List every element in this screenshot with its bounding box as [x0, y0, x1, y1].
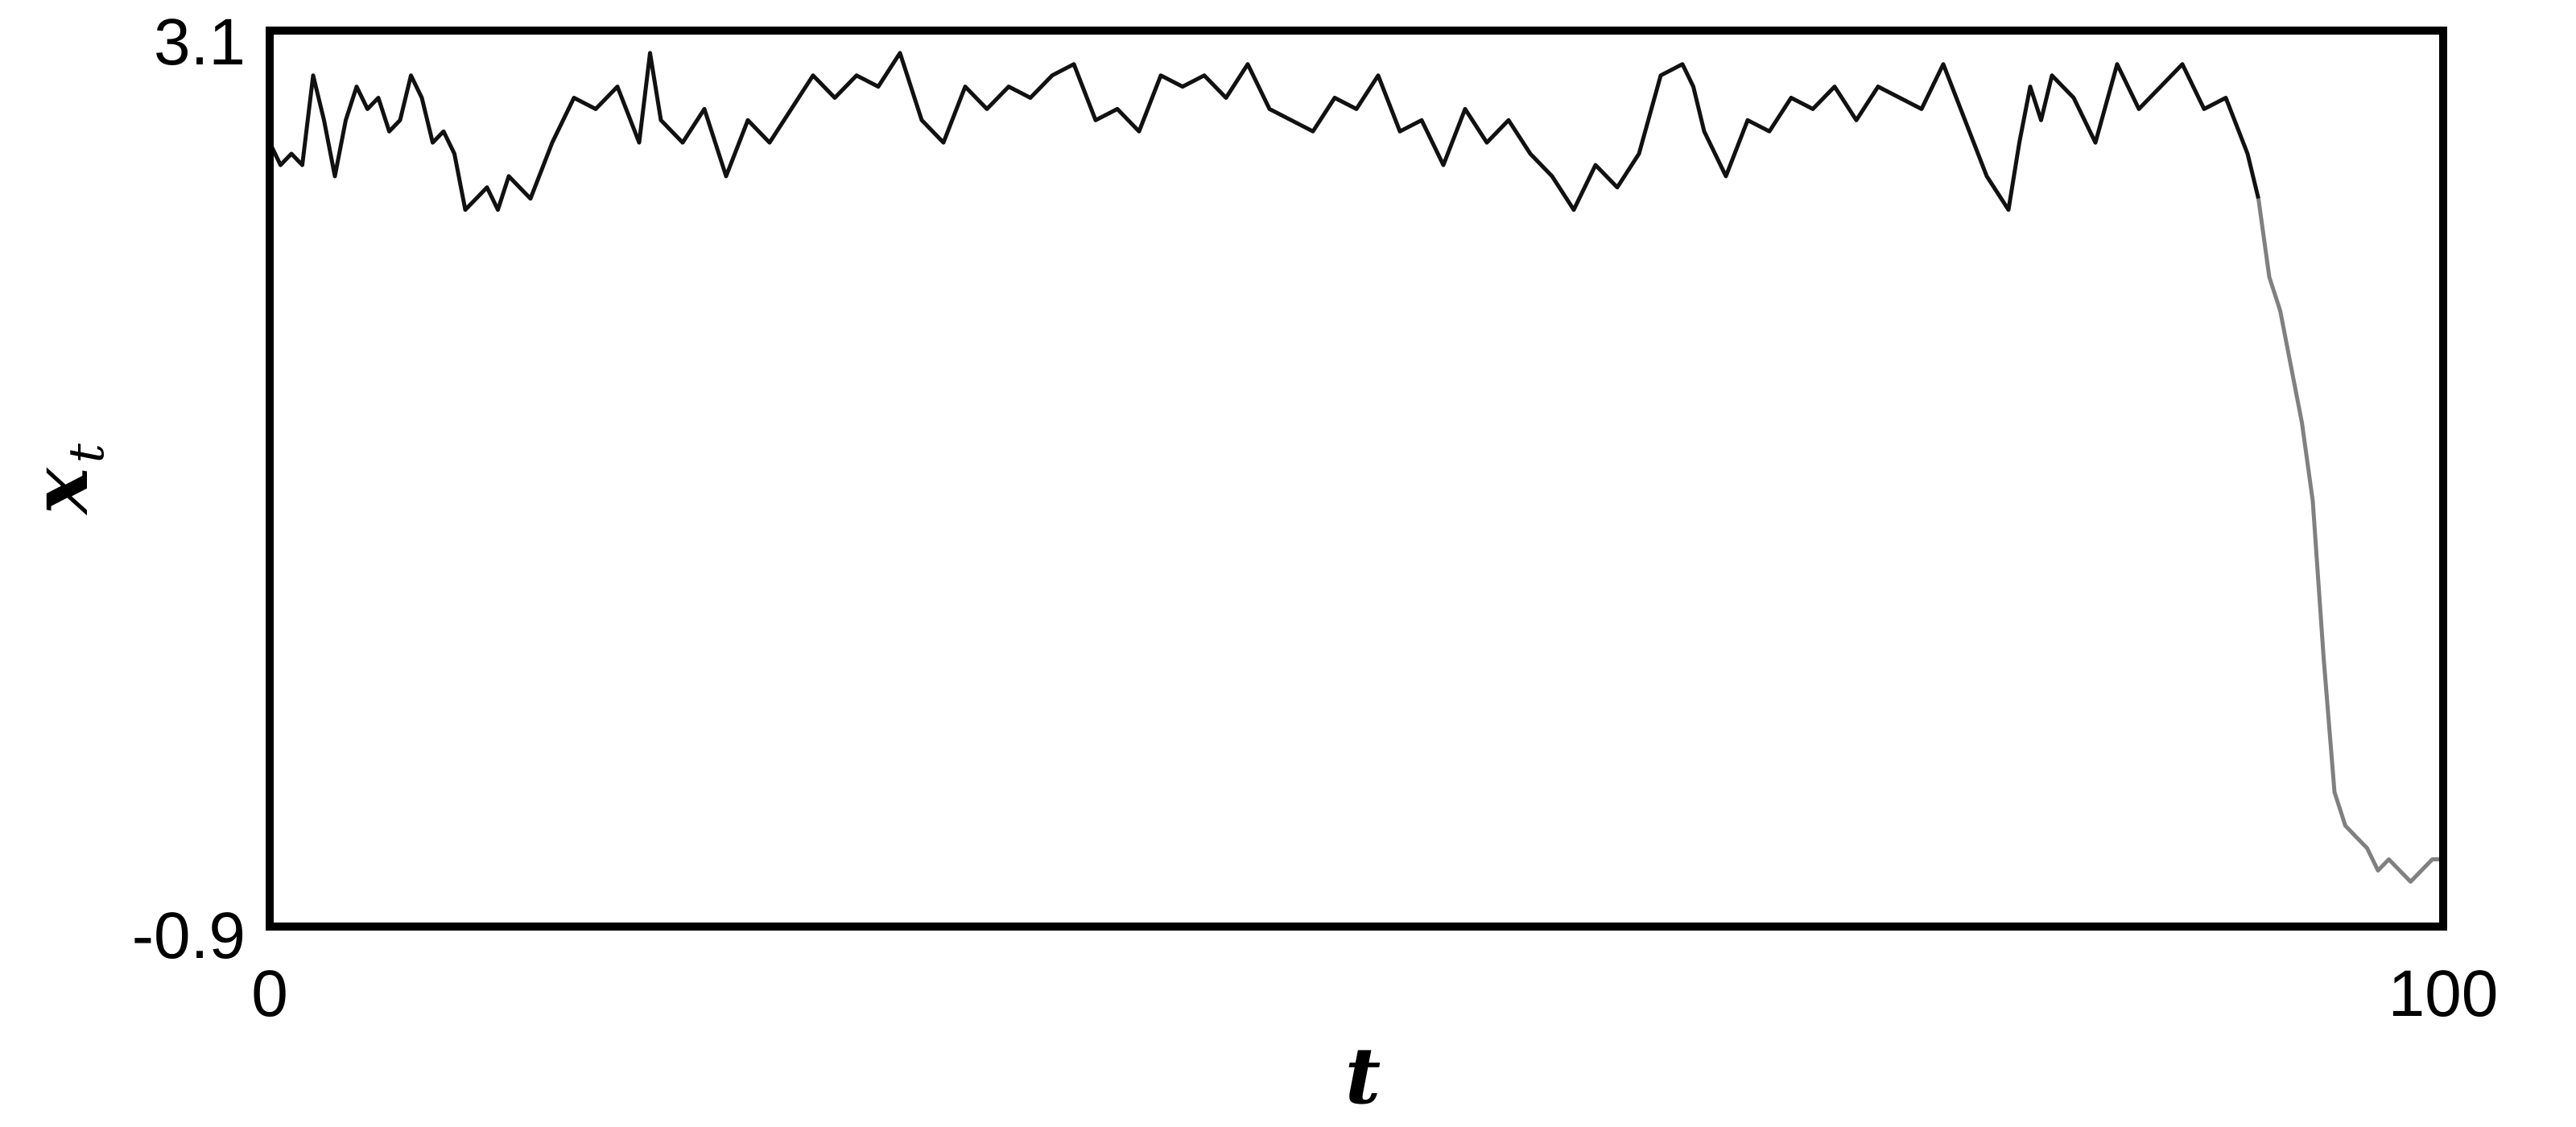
x-tick-label-right: 100 [2388, 957, 2499, 1030]
series-line-1 [267, 51, 2260, 213]
y-tick-label-top: 3.1 [154, 6, 246, 79]
series-layer [267, 51, 2443, 884]
y-axis-label-main: x [14, 467, 105, 516]
series-line-2 [2256, 198, 2443, 884]
x-tick-label-left: 0 [251, 957, 288, 1030]
y-tick-label-bottom: -0.9 [132, 899, 246, 972]
plot-frame [266, 27, 2447, 931]
x-axis-label: t [1345, 1030, 1381, 1121]
y-axis-label: x t [14, 443, 115, 516]
y-axis-label-subscript: t [59, 443, 115, 463]
